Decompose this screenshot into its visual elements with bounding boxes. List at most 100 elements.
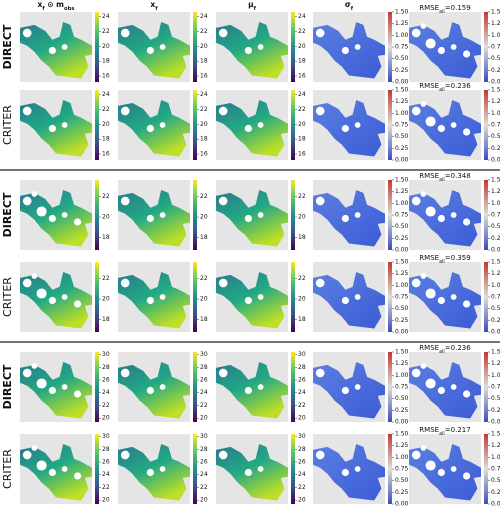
map-mask bbox=[315, 196, 325, 206]
colorbar-tick-label: 20 bbox=[102, 415, 110, 422]
text-segment: all bbox=[439, 349, 445, 355]
colorbar-tick-label: 22 bbox=[298, 28, 306, 35]
colorbar-tick-label: 0.00 bbox=[395, 247, 409, 254]
map-mask bbox=[244, 386, 252, 395]
colorbar-tick-label: 18 bbox=[102, 136, 110, 143]
colorbar-tick-label: 22 bbox=[102, 193, 110, 200]
text-segment: all bbox=[439, 259, 445, 265]
colorbar-tick-label: 0.25 bbox=[395, 489, 409, 496]
colorbar-tick-label: 20 bbox=[102, 121, 110, 128]
map-mask bbox=[36, 206, 47, 217]
colorbar-tick-label: 1.50 bbox=[395, 87, 409, 94]
colorbar-tick-label: 24 bbox=[200, 471, 208, 478]
map-field bbox=[313, 444, 385, 501]
map-mask bbox=[257, 384, 264, 390]
map-mask bbox=[463, 300, 471, 308]
map-mask bbox=[354, 294, 361, 300]
colorbar bbox=[484, 262, 488, 332]
map-mask bbox=[315, 450, 325, 460]
colorbar bbox=[291, 90, 295, 160]
map-field bbox=[118, 190, 190, 247]
map-mask bbox=[218, 196, 228, 206]
map-mask bbox=[463, 472, 471, 480]
row-label: CRITER bbox=[1, 449, 14, 489]
colorbar-tick-label: 1.25 bbox=[491, 270, 500, 277]
column-header: xf ⊙ mobs bbox=[38, 0, 75, 12]
colorbar-tick-label: 30 bbox=[102, 433, 110, 440]
map-field bbox=[313, 272, 385, 329]
map-mask bbox=[437, 386, 445, 395]
colorbar-tick-label: 0.75 bbox=[395, 466, 409, 473]
map-mask bbox=[218, 450, 228, 460]
map-mask bbox=[159, 44, 166, 50]
colorbar bbox=[95, 434, 99, 504]
colorbar bbox=[388, 352, 392, 422]
map-mask bbox=[257, 122, 264, 128]
map-mask bbox=[120, 278, 130, 288]
colorbar-tick-label: 1.00 bbox=[395, 372, 409, 379]
map-mask bbox=[31, 445, 38, 451]
colorbar-tick-label: 0.25 bbox=[491, 407, 500, 414]
colorbar-tick-label: 22 bbox=[298, 402, 306, 409]
map-field bbox=[20, 444, 92, 501]
text-segment: =0.348 bbox=[445, 172, 471, 180]
colorbar-tick-label: 24 bbox=[298, 13, 306, 20]
colorbar-tick-label: 20 bbox=[200, 415, 208, 422]
colorbar-tick-label: 0.00 bbox=[395, 329, 409, 336]
colorbar-tick-label: 30 bbox=[102, 351, 110, 358]
colorbar-tick-label: 18 bbox=[102, 234, 110, 241]
map-mask bbox=[341, 46, 349, 55]
colorbar-tick-label: 1.25 bbox=[395, 20, 409, 27]
colorbar-tick-label: 26 bbox=[102, 377, 110, 384]
text-segment: RMSE bbox=[419, 4, 439, 12]
colorbar-tick-label: 1.25 bbox=[491, 188, 500, 195]
text-segment: all bbox=[439, 177, 445, 183]
colorbar-tick-label: 0.25 bbox=[395, 407, 409, 414]
map-mask bbox=[420, 191, 427, 197]
colorbar-tick-label: 24 bbox=[298, 389, 306, 396]
colorbar bbox=[484, 12, 488, 82]
colorbar-tick-label: 0.50 bbox=[395, 55, 409, 62]
colorbar-tick-label: 30 bbox=[298, 433, 306, 440]
colorbar-tick-label: 0.00 bbox=[395, 419, 409, 426]
map-mask bbox=[146, 124, 154, 133]
map-mask bbox=[257, 44, 264, 50]
map-mask bbox=[425, 38, 436, 49]
map-mask bbox=[411, 450, 421, 460]
colorbar-tick-label: 20 bbox=[298, 497, 306, 504]
colorbar-tick-label: 1.50 bbox=[491, 259, 500, 266]
map-mask bbox=[420, 23, 427, 29]
map-mask bbox=[425, 116, 436, 127]
text-segment: f bbox=[42, 6, 45, 12]
text-segment: obs bbox=[64, 6, 75, 12]
colorbar-tick-label: 1.00 bbox=[395, 32, 409, 39]
colorbar bbox=[193, 262, 197, 332]
text-segment: f bbox=[254, 6, 257, 12]
map-mask bbox=[411, 368, 421, 378]
colorbar-tick-label: 0.50 bbox=[395, 305, 409, 312]
map-field bbox=[216, 444, 288, 501]
map-mask bbox=[48, 124, 57, 133]
map-field bbox=[409, 100, 481, 157]
map-mask bbox=[315, 28, 325, 38]
text-segment: σ bbox=[345, 0, 351, 9]
text-segment: RMSE bbox=[419, 82, 439, 90]
colorbar-tick-label: 22 bbox=[200, 28, 208, 35]
colorbar-tick-label: 18 bbox=[200, 58, 208, 65]
colorbar-tick-label: 28 bbox=[102, 364, 110, 371]
colorbar-tick-label: 1.25 bbox=[491, 98, 500, 105]
colorbar bbox=[291, 434, 295, 504]
colorbar-tick-label: 18 bbox=[200, 234, 208, 241]
colorbar-tick-label: 18 bbox=[200, 136, 208, 143]
column-header: μf bbox=[248, 0, 257, 12]
rmse-label: RMSEall=0.348 bbox=[419, 172, 470, 183]
map-mask bbox=[425, 460, 436, 471]
colorbar-tick-label: 20 bbox=[102, 296, 110, 303]
map-mask bbox=[463, 390, 471, 398]
map-mask bbox=[354, 466, 361, 472]
map-mask bbox=[146, 468, 154, 477]
colorbar-tick-label: 0.75 bbox=[491, 122, 500, 129]
map-field bbox=[20, 100, 92, 157]
map-mask bbox=[61, 384, 68, 390]
map-mask bbox=[48, 386, 57, 395]
